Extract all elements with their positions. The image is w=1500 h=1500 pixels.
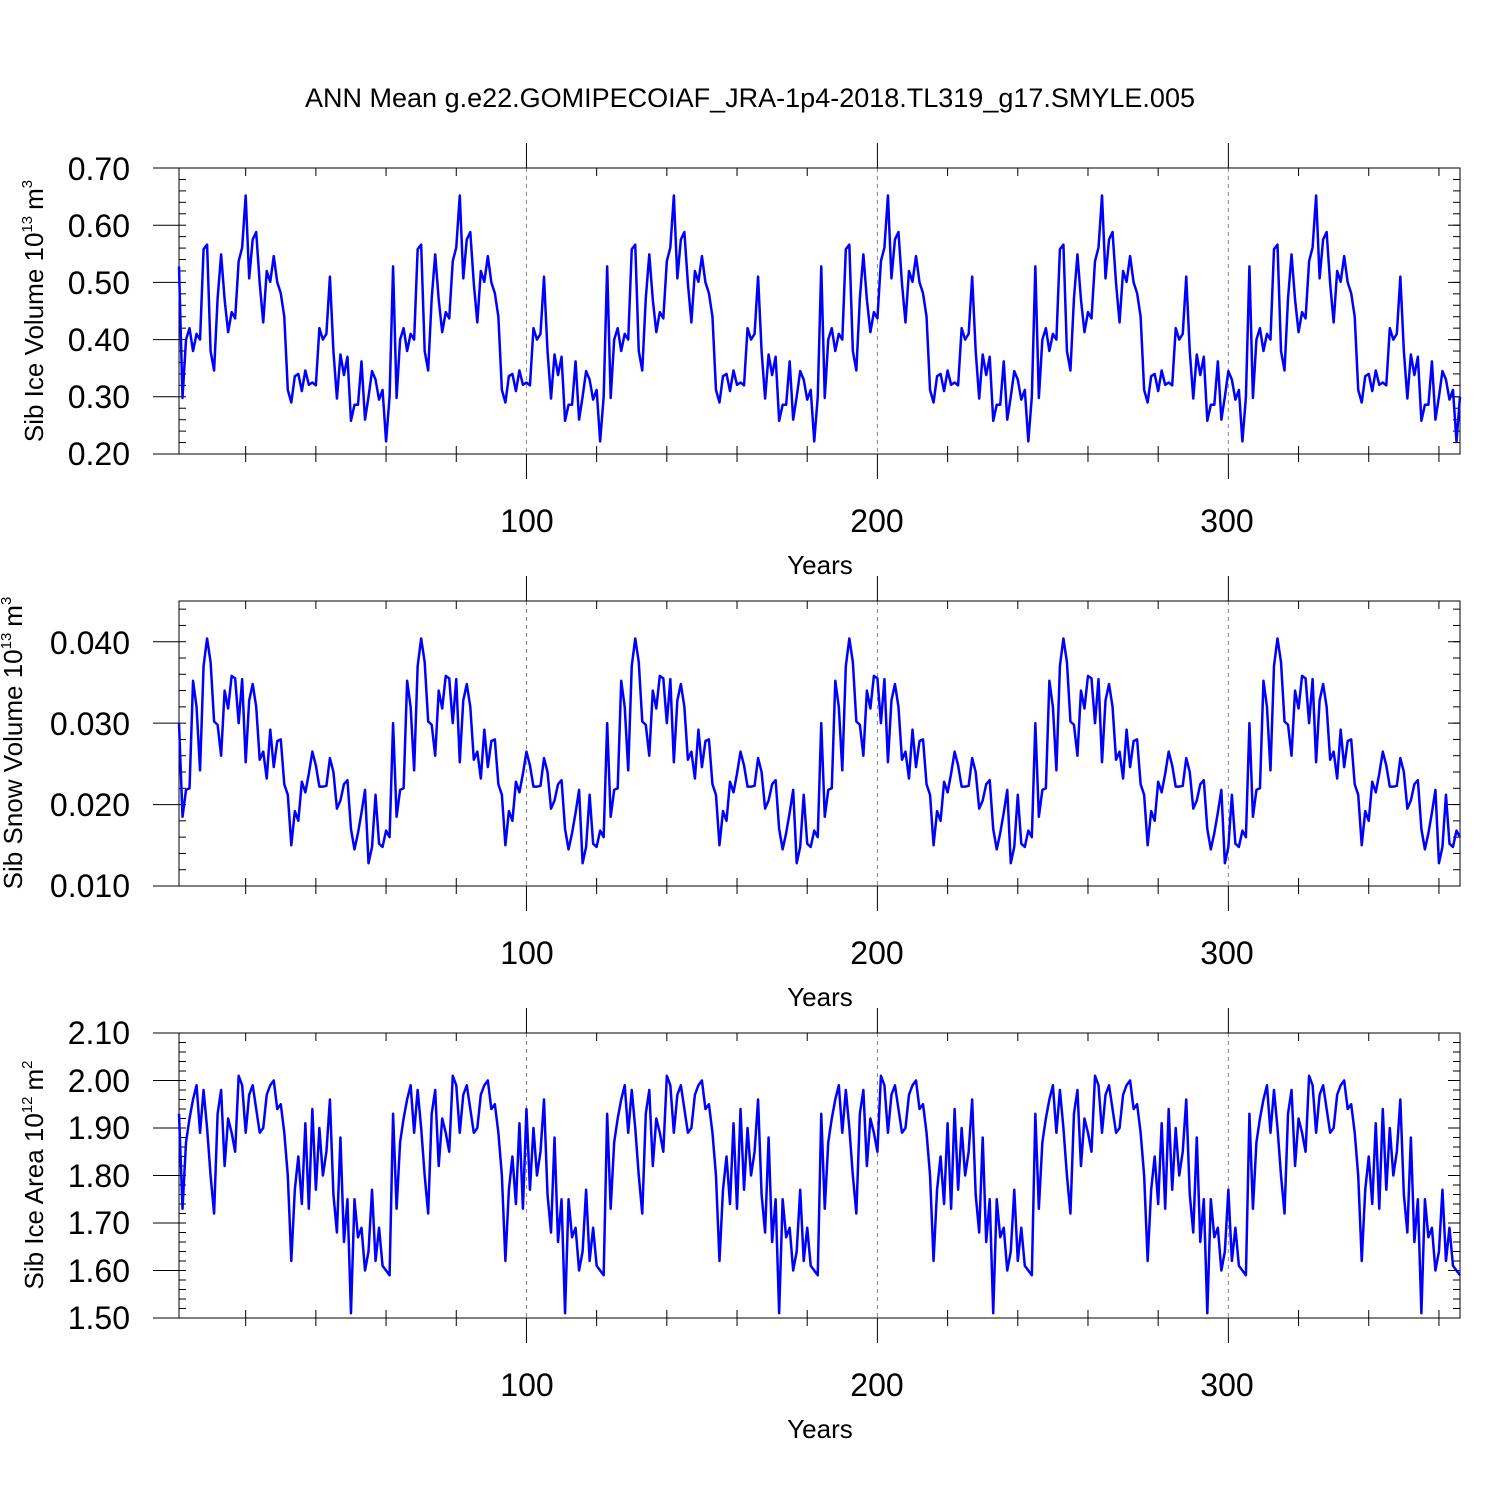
x-axis-label: Years (787, 1414, 853, 1444)
y-tick-label: 1.60 (68, 1253, 130, 1289)
y-tick-label: 0.020 (50, 787, 130, 823)
y-axis-label-exponent: 12 (19, 1096, 36, 1113)
y-axis-label: Sib Ice Area 1012 m2 (19, 1060, 49, 1289)
x-gridlines (525, 601, 1229, 886)
x-gridlines (525, 1033, 1229, 1318)
x-tick-label: 200 (850, 503, 903, 539)
x-tick-label: 100 (500, 1367, 553, 1403)
x-tick-label: 300 (1200, 935, 1253, 971)
y-tick-label: 0.50 (68, 265, 130, 301)
y-tick-label: 0.040 (50, 625, 130, 661)
y-tick-label: 2.10 (68, 1015, 130, 1051)
y-axis-label-exponent: 13 (19, 216, 36, 233)
plot-frame (178, 1032, 1461, 1319)
axis-ticks (153, 143, 1460, 479)
y-axis-label-main: Sib Snow Volume 10 (0, 649, 28, 889)
x-axis-label: Years (787, 982, 853, 1012)
y-tick-label: 0.010 (50, 868, 130, 904)
series-line-ice-volume (177, 194, 1462, 443)
y-tick-labels: 1.50 1.60 1.70 1.80 1.90 2.00 2.10 (68, 1015, 130, 1336)
x-tick-label: 200 (850, 935, 903, 971)
y-tick-label: 2.00 (68, 1063, 130, 1099)
x-tick-label: 200 (850, 1367, 903, 1403)
x-tick-label: 300 (1200, 1367, 1253, 1403)
y-tick-label: 1.80 (68, 1158, 130, 1194)
y-tick-label: 1.70 (68, 1205, 130, 1241)
y-axis-label: Sib Ice Volume 1013 m3 (19, 180, 49, 442)
y-tick-label: 0.60 (68, 208, 130, 244)
panel-ice-volume: 0.20 0.30 0.40 0.50 0.60 0.70 100 200 30… (19, 143, 1462, 580)
y-axis-label-main: Sib Ice Volume 10 (19, 233, 49, 443)
y-axis-label-main: Sib Ice Area 10 (19, 1113, 49, 1289)
x-tick-label: 300 (1200, 503, 1253, 539)
series-line-snow-volume (177, 637, 1462, 865)
axis-ticks (153, 1008, 1460, 1343)
y-tick-label: 0.40 (68, 322, 130, 358)
y-tick-label: 1.50 (68, 1300, 130, 1336)
y-tick-labels: 0.010 0.020 0.030 0.040 (50, 625, 130, 904)
panel-ice-area: 1.50 1.60 1.70 1.80 1.90 2.00 2.10 100 2… (19, 1008, 1462, 1444)
y-tick-label: 0.70 (68, 151, 130, 187)
x-axis-label: Years (787, 550, 853, 580)
y-tick-label: 0.030 (50, 706, 130, 742)
y-axis-label-exponent: 13 (0, 633, 15, 650)
y-axis-label-unit: m (19, 188, 49, 210)
y-axis-label-unit-exponent: 3 (19, 180, 36, 188)
y-axis-label-unit-exponent: 3 (0, 597, 15, 605)
series-line-ice-area (177, 1074, 1462, 1315)
y-tick-label: 0.20 (68, 436, 130, 472)
y-axis-label-unit: m (0, 605, 28, 627)
axis-ticks (153, 576, 1460, 911)
y-axis-label: Sib Snow Volume 1013 m3 (0, 597, 28, 890)
panel-snow-volume: 0.010 0.020 0.030 0.040 100 200 300 Year… (0, 576, 1462, 1012)
x-tick-label: 100 (500, 503, 553, 539)
y-axis-label-unit-exponent: 2 (19, 1060, 36, 1068)
y-tick-labels: 0.20 0.30 0.40 0.50 0.60 0.70 (68, 151, 130, 472)
x-tick-label: 100 (500, 935, 553, 971)
chart-title: ANN Mean g.e22.GOMIPECOIAF_JRA-1p4-2018.… (305, 83, 1195, 113)
y-tick-label: 0.30 (68, 379, 130, 415)
y-axis-label-unit: m (19, 1069, 49, 1091)
y-tick-label: 1.90 (68, 1110, 130, 1146)
